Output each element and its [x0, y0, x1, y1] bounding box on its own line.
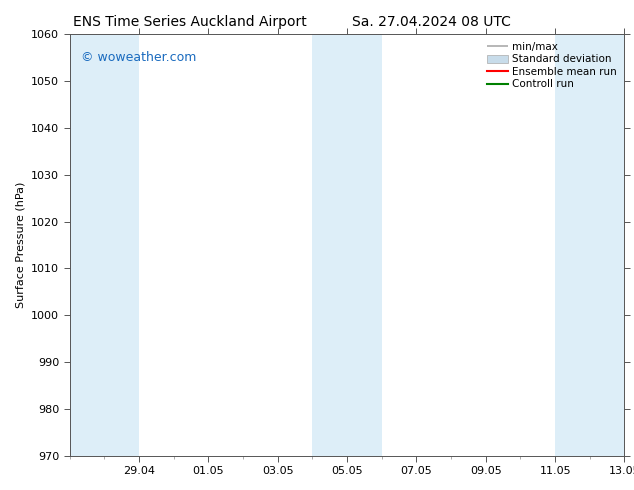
Text: © woweather.com: © woweather.com [81, 51, 196, 64]
Text: Sa. 27.04.2024 08 UTC: Sa. 27.04.2024 08 UTC [352, 15, 510, 29]
Bar [70, 34, 139, 456]
Legend: min/max, Standard deviation, Ensemble mean run, Controll run: min/max, Standard deviation, Ensemble me… [486, 40, 619, 92]
Bar [555, 34, 624, 456]
Text: ENS Time Series Auckland Airport: ENS Time Series Auckland Airport [74, 15, 307, 29]
Y-axis label: Surface Pressure (hPa): Surface Pressure (hPa) [16, 182, 25, 308]
Bar [313, 34, 382, 456]
